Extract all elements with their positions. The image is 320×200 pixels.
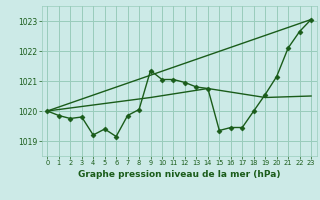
X-axis label: Graphe pression niveau de la mer (hPa): Graphe pression niveau de la mer (hPa): [78, 170, 280, 179]
